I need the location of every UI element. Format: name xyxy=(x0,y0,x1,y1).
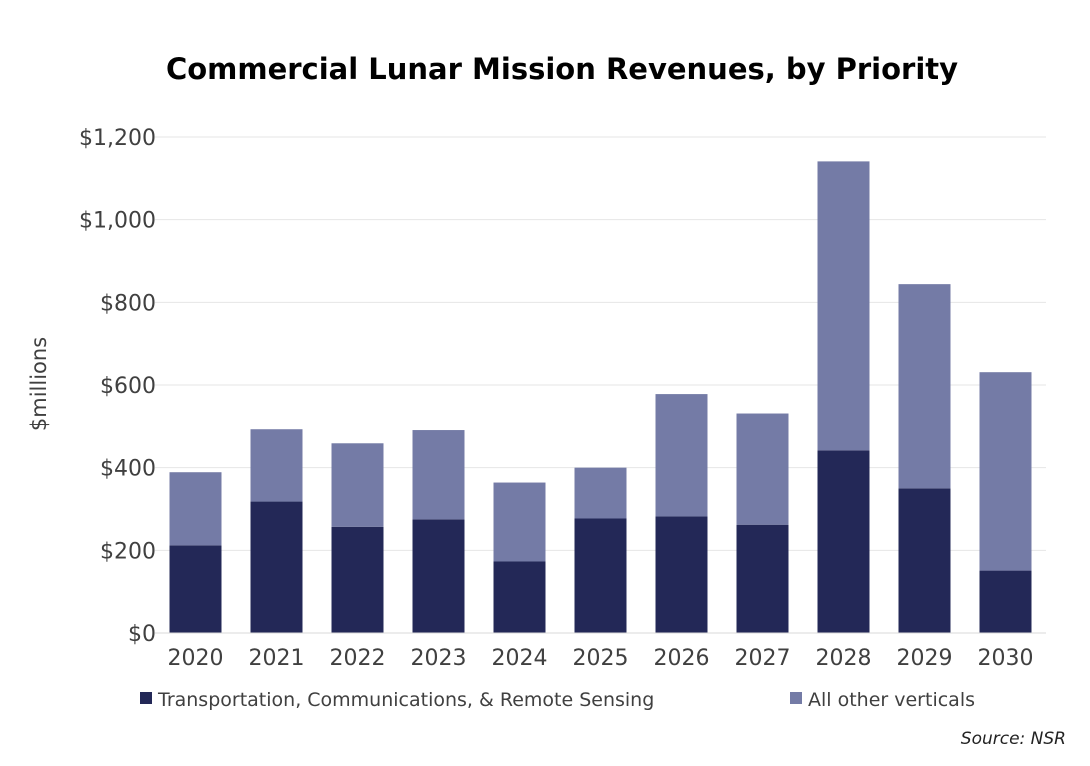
y-tick-label: $1,200 xyxy=(79,126,156,151)
bar-2028-series-2 xyxy=(817,161,870,451)
legend-swatch-1 xyxy=(140,692,152,704)
x-tick-label: 2029 xyxy=(897,646,953,671)
bar-2022-series-2 xyxy=(331,443,384,527)
bar-2023-series-1 xyxy=(412,519,465,633)
x-tick-label: 2024 xyxy=(492,646,548,671)
y-axis-ticks: $0 $200 $400 $600 $800 $1,000 $1,200 xyxy=(79,126,156,647)
bar-2027-series-1 xyxy=(736,524,789,633)
source-note: Source: NSR xyxy=(961,729,1066,749)
bar-2026-series-1 xyxy=(655,516,708,633)
y-tick-label: $600 xyxy=(100,374,156,399)
bar-2027-series-2 xyxy=(736,413,789,525)
x-tick-label: 2022 xyxy=(330,646,386,671)
y-tick-label: $0 xyxy=(128,622,156,647)
x-tick-label: 2023 xyxy=(411,646,467,671)
legend-swatch-2 xyxy=(790,692,802,704)
bar-2030-series-2 xyxy=(979,372,1032,571)
bar-2020-series-2 xyxy=(169,472,222,546)
bar-2028-series-1 xyxy=(817,450,870,633)
gridlines xyxy=(155,136,1046,551)
legend: Transportation, Communications, & Remote… xyxy=(140,689,975,711)
x-tick-label: 2020 xyxy=(168,646,224,671)
y-tick-label: $200 xyxy=(100,539,156,564)
bar-2022-series-1 xyxy=(331,526,384,633)
bar-2025-series-2 xyxy=(574,467,627,519)
bar-2029-series-1 xyxy=(898,488,951,633)
bar-2023-series-2 xyxy=(412,430,465,520)
y-tick-label: $800 xyxy=(100,291,156,316)
bar-2024-series-1 xyxy=(493,561,546,633)
bar-2024-series-2 xyxy=(493,482,546,562)
x-tick-label: 2025 xyxy=(573,646,629,671)
bar-2026-series-2 xyxy=(655,394,708,517)
legend-label-1: Transportation, Communications, & Remote… xyxy=(157,689,654,711)
bars xyxy=(169,161,1032,633)
x-tick-label: 2030 xyxy=(978,646,1034,671)
bar-2021-series-1 xyxy=(250,501,303,633)
bar-2029-series-2 xyxy=(898,284,951,489)
bar-2021-series-2 xyxy=(250,429,303,502)
y-axis-label: $millions xyxy=(27,337,51,431)
bar-2030-series-1 xyxy=(979,570,1032,633)
x-tick-label: 2021 xyxy=(249,646,305,671)
x-tick-label: 2026 xyxy=(654,646,710,671)
bar-2020-series-1 xyxy=(169,545,222,633)
legend-label-2: All other verticals xyxy=(808,689,975,711)
y-tick-label: $400 xyxy=(100,457,156,482)
x-axis-ticks: 2020 2021 2022 2023 2024 2025 2026 2027 2028 2029… xyxy=(168,646,1034,671)
x-tick-label: 2027 xyxy=(735,646,791,671)
bar-2025-series-1 xyxy=(574,518,627,633)
chart-title: Commercial Lunar Mission Revenues, by Pr… xyxy=(166,52,958,86)
x-tick-label: 2028 xyxy=(816,646,872,671)
y-tick-label: $1,000 xyxy=(79,209,156,234)
